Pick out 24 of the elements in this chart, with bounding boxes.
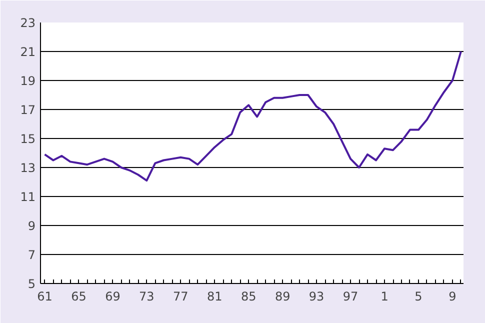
x-tick-label: 73	[139, 290, 154, 304]
y-tick-label: 11	[20, 190, 36, 204]
x-tick-label: 81	[206, 290, 222, 304]
x-tick-label: 65	[71, 290, 86, 304]
y-tick-label: 13	[20, 161, 36, 175]
y-tick-label: 9	[28, 219, 36, 233]
x-tick-label: 9	[448, 290, 456, 304]
y-tick-label: 19	[20, 74, 36, 88]
x-tick-label: 61	[37, 290, 52, 304]
x-tick-label: 77	[173, 290, 188, 304]
y-tick-label: 23	[20, 16, 36, 30]
x-tick-label: 85	[240, 290, 256, 304]
y-tick-label: 7	[28, 248, 36, 262]
y-tick-label: 5	[28, 277, 36, 291]
x-tick-label: 5	[414, 290, 422, 304]
x-tick-label: 1	[380, 290, 388, 304]
x-tick-label: 89	[274, 290, 290, 304]
x-tick-label: 93	[308, 290, 324, 304]
x-tick-label: 97	[342, 290, 358, 304]
y-tick-label: 21	[20, 45, 36, 59]
y-tick-label: 15	[20, 132, 36, 146]
x-tick-label: 69	[105, 290, 120, 304]
line-series	[44, 50, 462, 182]
y-tick-label: 17	[20, 103, 36, 117]
